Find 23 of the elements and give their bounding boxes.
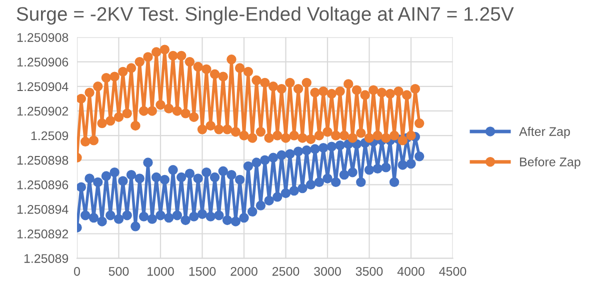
x-tick-label: 4000 bbox=[397, 266, 424, 276]
y-tick-label: 1.250896 bbox=[17, 180, 68, 190]
y-tick-label: 1.250898 bbox=[17, 156, 68, 165]
y-tick-label: 1.250902 bbox=[17, 106, 68, 116]
legend-label: Before Zap bbox=[520, 157, 580, 169]
x-tick-label: 1000 bbox=[148, 266, 174, 276]
x-tick-label: 2000 bbox=[230, 266, 258, 276]
y-tick-label: 1.25089 bbox=[24, 254, 68, 263]
legend-label: After Zap bbox=[519, 126, 570, 138]
x-tick-label: 4500 bbox=[439, 266, 466, 276]
y-tick-label: 1.250906 bbox=[17, 58, 68, 67]
y-tick-label: 1.250894 bbox=[17, 204, 68, 214]
y-tick-label: 1.250908 bbox=[17, 33, 68, 42]
x-tick-label: 1500 bbox=[189, 266, 216, 276]
y-tick-label: 1.2509 bbox=[31, 131, 68, 140]
x-tick-label: 0 bbox=[74, 266, 80, 276]
x-tick-label: 500 bbox=[108, 266, 129, 276]
x-tick-label: 3500 bbox=[356, 266, 383, 276]
y-tick-label: 1.250904 bbox=[17, 82, 68, 92]
y-tick-label: 1.250892 bbox=[17, 230, 68, 238]
x-tick-label: 2500 bbox=[272, 266, 300, 276]
chart-title: Surge = -2KV Test. Single-Ended Voltage at AIN7 = 1.25V bbox=[16, 6, 514, 25]
x-tick-label: 3000 bbox=[314, 266, 341, 276]
